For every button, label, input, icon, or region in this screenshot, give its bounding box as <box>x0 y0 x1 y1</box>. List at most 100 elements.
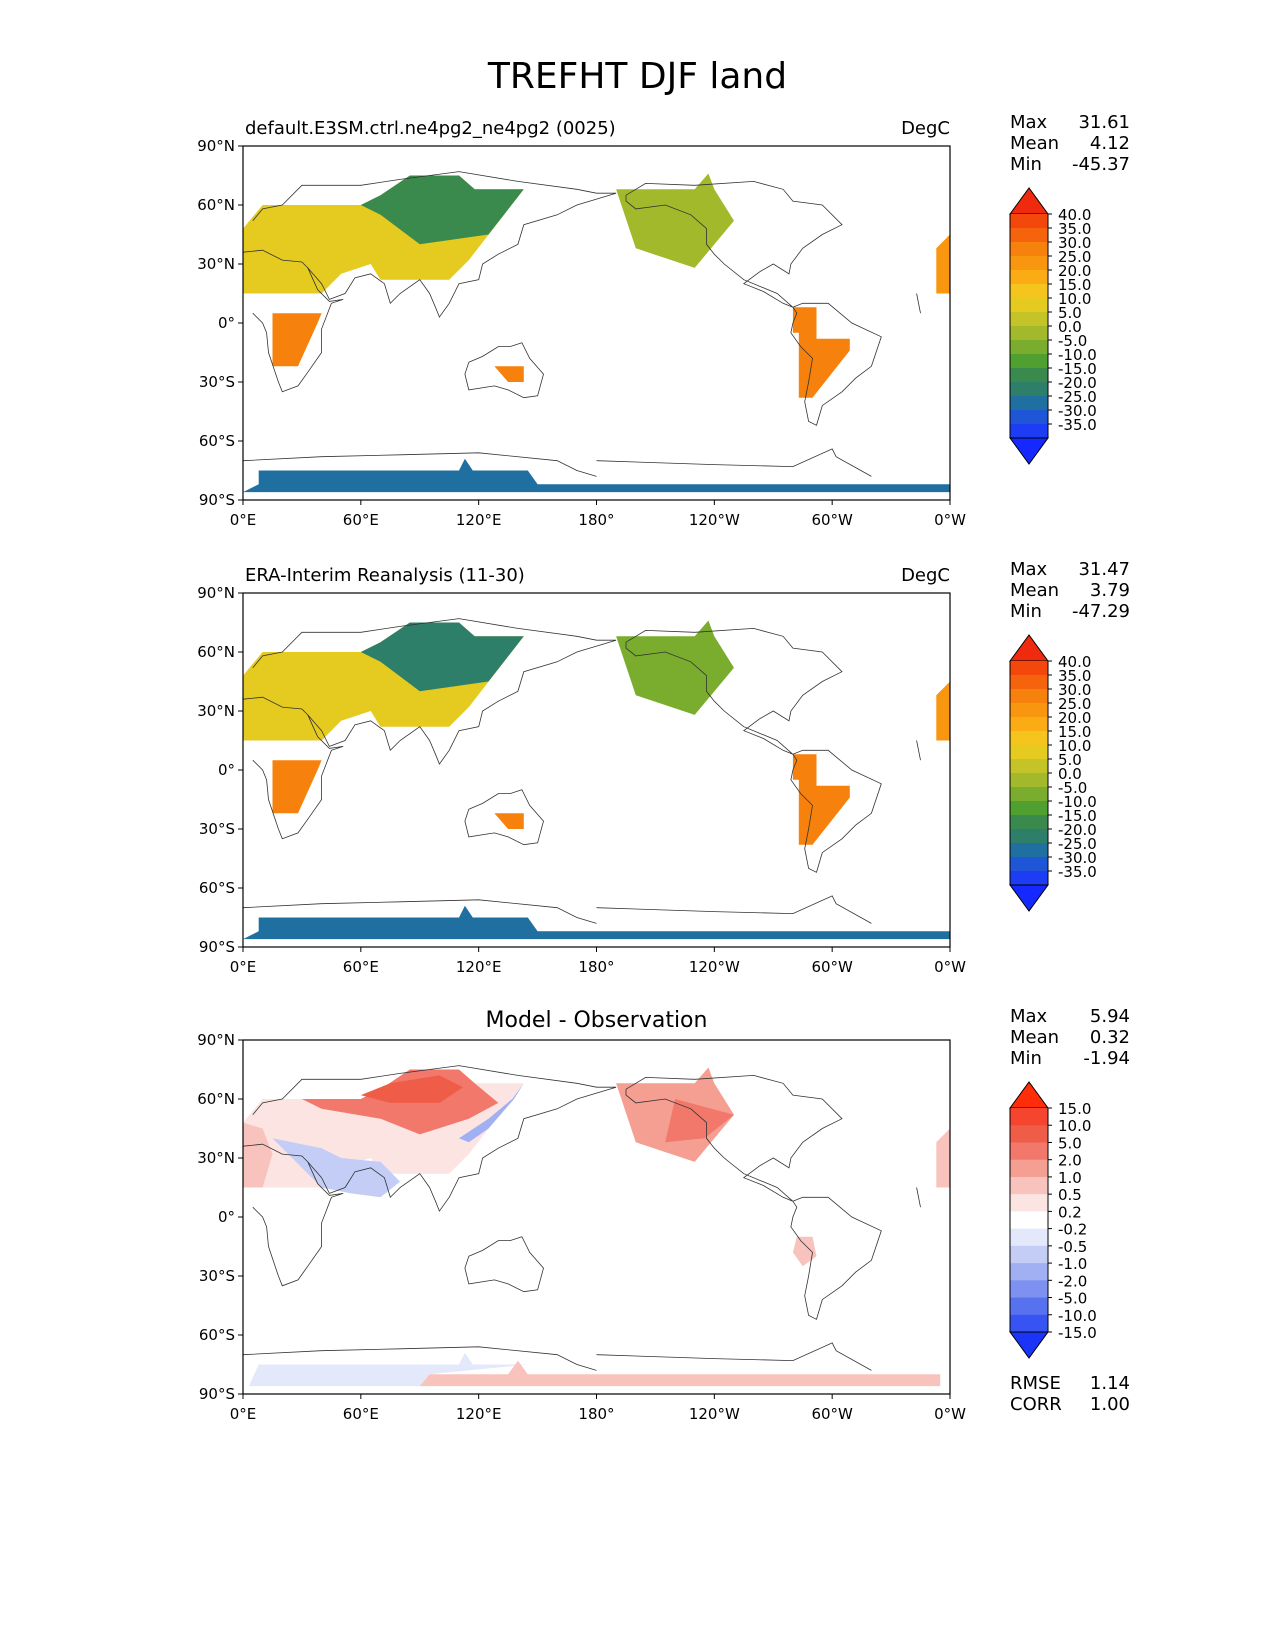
colorbar-label: -5.0 <box>1058 1290 1087 1308</box>
region-na-hot <box>665 1099 734 1143</box>
colorbar-over <box>1009 1081 1049 1109</box>
y-tick-label: 60°S <box>199 1326 235 1344</box>
stat-value-mean: 4.12 <box>1090 133 1130 154</box>
x-tick-label: 60°E <box>343 511 379 529</box>
colorbar-bin <box>1010 871 1048 886</box>
colorbar-bin <box>1010 1297 1048 1316</box>
region-africa <box>272 760 322 814</box>
units-label: DegC <box>901 565 950 586</box>
colorbar-label: -0.2 <box>1058 1221 1087 1239</box>
colorbar-label: 35.0 <box>1058 667 1091 685</box>
region-s-america <box>792 1201 850 1292</box>
y-tick-label: 60°S <box>199 879 235 897</box>
stat-label-mean: Mean <box>1010 580 1059 601</box>
colorbar-bin <box>1010 717 1048 732</box>
y-tick-label: 60°S <box>199 432 235 450</box>
x-tick-label: 180° <box>578 511 614 529</box>
y-tick-label: 90°S <box>199 938 235 956</box>
colorbar-bin <box>1010 424 1048 439</box>
metric-value-rmse: 1.14 <box>1090 1373 1130 1394</box>
y-tick-label: 30°S <box>199 373 235 391</box>
region-asia-cool <box>459 1083 524 1143</box>
region-antarctica-w <box>248 1352 528 1387</box>
colorbar-label: -25.0 <box>1058 388 1097 406</box>
region-siberia-cold <box>360 175 524 245</box>
colorbar-bin <box>1010 242 1048 257</box>
x-tick-label: 60°E <box>343 958 379 976</box>
panel-title: ERA-Interim Reanalysis (11-30) <box>245 565 525 586</box>
region-w-africa-edge <box>936 234 950 294</box>
stat-label-max: Max <box>1010 1006 1048 1027</box>
colorbar-bin <box>1010 1142 1048 1160</box>
map-area <box>243 619 950 940</box>
colorbar-bin <box>1010 354 1048 369</box>
colorbar-label: 10.0 <box>1058 1117 1091 1135</box>
y-tick-label: 30°N <box>197 702 235 720</box>
colorbar-label: 1.0 <box>1058 1169 1082 1187</box>
colorbar-label: 15.0 <box>1058 1100 1091 1118</box>
colorbar-bin <box>1010 312 1048 327</box>
x-tick-label: 120°W <box>689 958 740 976</box>
stat-label-max: Max <box>1010 112 1048 133</box>
colorbar-bin <box>1010 1194 1048 1212</box>
coastline <box>252 267 921 393</box>
colorbar-label: 25.0 <box>1058 695 1091 713</box>
colorbar-label: 5.0 <box>1058 304 1082 322</box>
colorbar-label: -30.0 <box>1058 402 1097 420</box>
y-tick-label: 30°S <box>199 1267 235 1285</box>
stat-value-mean: 0.32 <box>1090 1027 1130 1048</box>
colorbar-bin <box>1010 326 1048 341</box>
stat-value-max: 31.61 <box>1078 112 1130 133</box>
x-tick-label: 0°W <box>934 1405 966 1423</box>
map-area <box>243 1066 950 1387</box>
x-tick-label: 0°W <box>934 511 966 529</box>
colorbar-label: -1.0 <box>1058 1255 1087 1273</box>
colorbar-bin <box>1010 228 1048 243</box>
colorbar-label: -5.0 <box>1058 332 1087 350</box>
colorbar: 40.035.030.025.020.015.010.05.00.0-5.0-1… <box>1009 634 1097 912</box>
coastline <box>625 627 843 755</box>
region-siberia-cold <box>360 622 524 692</box>
colorbar-label: 15.0 <box>1058 276 1091 294</box>
colorbar-label: 25.0 <box>1058 248 1091 266</box>
figure-title: TREFHT DJF land <box>487 56 788 97</box>
colorbar-bin <box>1010 270 1048 285</box>
units-label: DegC <box>901 118 950 139</box>
colorbar-label: 0.2 <box>1058 1203 1082 1221</box>
region-w-africa-edge <box>936 681 950 741</box>
colorbar-bin <box>1010 1125 1048 1143</box>
stat-label-mean: Mean <box>1010 133 1059 154</box>
colorbar-bin <box>1010 1176 1048 1195</box>
colorbar-bin <box>1010 1314 1048 1333</box>
colorbar-bin <box>1010 843 1048 858</box>
colorbar-label: -15.0 <box>1058 1324 1097 1342</box>
colorbar-bin <box>1010 298 1048 313</box>
x-tick-label: 120°E <box>456 958 502 976</box>
colorbar-bin <box>1010 1263 1048 1281</box>
colorbar-label: -35.0 <box>1058 863 1097 881</box>
region-s-america <box>792 307 850 398</box>
panel-title: Model - Observation <box>486 1008 708 1033</box>
y-tick-label: 0° <box>218 1208 235 1226</box>
colorbar-under <box>1009 1331 1049 1359</box>
x-tick-label: 60°E <box>343 1405 379 1423</box>
colorbar-bin <box>1010 340 1048 355</box>
colorbar-bin <box>1010 857 1048 872</box>
y-tick-label: 90°S <box>199 1385 235 1403</box>
coastline <box>625 180 843 308</box>
colorbar-bin <box>1010 1245 1048 1264</box>
y-tick-label: 0° <box>218 761 235 779</box>
colorbar-label: 5.0 <box>1058 751 1082 769</box>
colorbar-label: -2.0 <box>1058 1272 1087 1290</box>
colorbar-label: -10.0 <box>1058 793 1097 811</box>
stat-value-min: -1.94 <box>1083 1048 1130 1069</box>
colorbar-label: 30.0 <box>1058 681 1091 699</box>
coastline <box>243 895 872 924</box>
region-antarctica-e <box>419 1360 941 1387</box>
colorbar-label: -5.0 <box>1058 779 1087 797</box>
x-tick-label: 120°W <box>689 1405 740 1423</box>
colorbar-bin <box>1010 801 1048 816</box>
colorbar-bin <box>1010 703 1048 718</box>
panel-title: default.E3SM.ctrl.ne4pg2_ne4pg2 (0025) <box>245 118 616 139</box>
coastline <box>790 1196 882 1320</box>
